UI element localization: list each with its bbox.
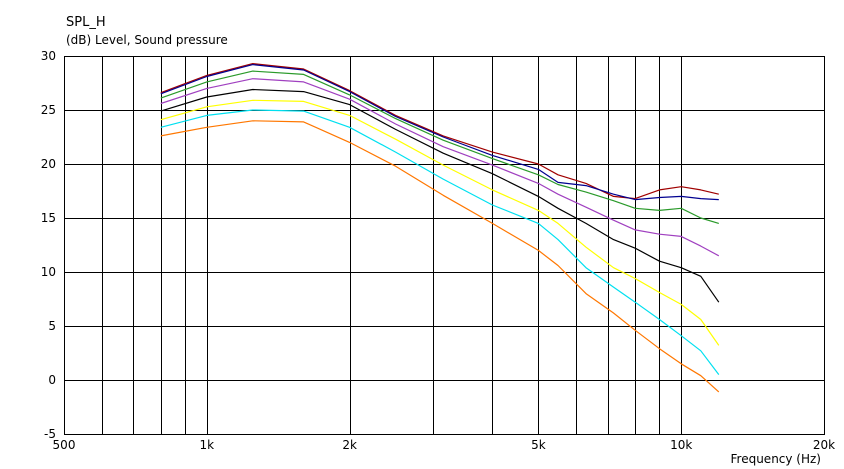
- series-line-5: [160, 88, 720, 303]
- series-line-4: [160, 78, 720, 257]
- y-tick-label: 25: [41, 103, 56, 117]
- y-tick-label: 15: [41, 211, 56, 225]
- series-line-3: [160, 70, 719, 224]
- series-line-8: [160, 120, 720, 393]
- series-line-1: [160, 62, 719, 200]
- series-line-6: [160, 99, 720, 346]
- y-tick-label: 5: [48, 319, 56, 333]
- plot-frame: [64, 56, 825, 435]
- series-line-2: [160, 63, 719, 201]
- x-tick-label: 500: [53, 438, 76, 452]
- tick-labels: 500 1k 2k 5k 10k 20k 30 25 20 15 10 5 0 -5: [41, 49, 835, 452]
- x-tick-label: 2k: [342, 438, 357, 452]
- grid: [64, 56, 824, 434]
- x-tick-label: 1k: [200, 438, 215, 452]
- chart-subtitle: (dB) Level, Sound pressure: [66, 33, 228, 47]
- chart-title: SPL_H: [66, 15, 106, 30]
- x-axis-label: Frequency (Hz): [731, 452, 822, 466]
- series-layer: [160, 62, 720, 393]
- series-line-7: [160, 109, 720, 375]
- y-tick-label: -5: [44, 427, 56, 441]
- y-tick-label: 0: [48, 373, 56, 387]
- x-tick-label: 5k: [531, 438, 546, 452]
- y-tick-label: 10: [41, 265, 56, 279]
- x-tick-label: 20k: [813, 438, 835, 452]
- y-tick-label: 20: [41, 157, 56, 171]
- x-tick-label: 10k: [670, 438, 692, 452]
- y-tick-label: 30: [41, 49, 56, 63]
